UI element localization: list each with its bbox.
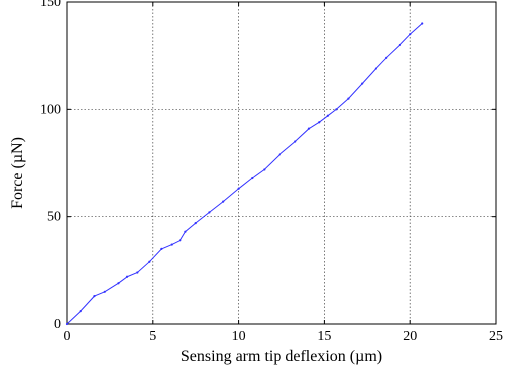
data-point [93, 294, 96, 298]
data-point [251, 176, 254, 180]
data-point [194, 222, 197, 225]
data-point [125, 275, 129, 278]
y-axis-title: Force (µN) [9, 137, 26, 209]
data-point [278, 153, 281, 156]
x-tick-label: 15 [317, 329, 331, 344]
data-point [148, 260, 151, 263]
data-point [335, 108, 338, 111]
data-point [385, 56, 388, 59]
data-point [65, 322, 69, 326]
plot-area-frame [66, 1, 497, 325]
data-point [208, 211, 211, 214]
y-tick-label: 50 [47, 210, 61, 225]
series-layer [65, 22, 424, 326]
data-point [79, 310, 82, 313]
data-point [409, 33, 412, 36]
data-point [318, 121, 321, 124]
data-point [184, 230, 187, 233]
data-point [237, 187, 240, 190]
data-point [136, 271, 139, 274]
data-point [179, 239, 182, 242]
grid-lines [67, 2, 496, 324]
data-point [263, 168, 266, 171]
data-point [103, 290, 106, 293]
y-axis-ticks: 0 50 100 150 [40, 0, 496, 332]
data-point [398, 43, 402, 47]
data-point [374, 67, 377, 70]
data-point [117, 282, 120, 285]
series-line [66, 23, 423, 325]
data-point [222, 200, 225, 203]
data-point [160, 247, 163, 250]
data-point [347, 97, 350, 100]
data-point [294, 140, 297, 143]
data-point [170, 243, 173, 246]
x-axis-title: Sensing arm tip deflexion (µm) [181, 348, 382, 365]
x-tick-label: 20 [403, 329, 417, 344]
x-axis-ticks: 0 5 10 15 20 25 [64, 2, 503, 344]
y-tick-label: 0 [54, 317, 61, 332]
x-tick-label: 25 [489, 329, 503, 344]
x-tick-label: 10 [232, 329, 246, 344]
data-point [326, 114, 329, 117]
data-point [421, 22, 424, 25]
x-tick-label: 0 [64, 329, 71, 344]
x-tick-label: 5 [149, 329, 156, 344]
y-tick-label: 100 [40, 102, 61, 117]
y-tick-label: 150 [40, 0, 61, 10]
data-point [307, 127, 311, 130]
data-point [361, 82, 364, 85]
